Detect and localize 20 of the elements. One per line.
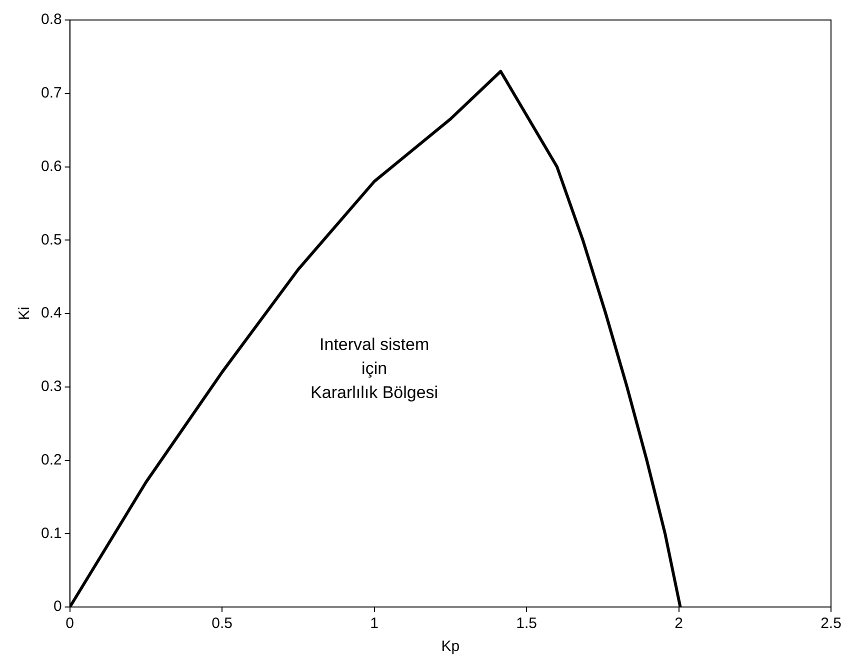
y-tick-label: 0.1 <box>40 524 62 542</box>
y-tick-label: 0.2 <box>40 451 62 468</box>
annotation: için <box>362 359 388 378</box>
x-tick-label: 1 <box>370 615 378 632</box>
y-tick-label: 0.7 <box>40 84 62 102</box>
y-tick-label: 0.4 <box>40 304 62 322</box>
x-tick-label: 2.5 <box>820 615 842 632</box>
y-tick-label: 0.8 <box>40 11 62 28</box>
x-tick-label: 0.5 <box>212 615 233 632</box>
y-tick-label: 0.6 <box>40 158 62 175</box>
x-axis-title: Kp <box>441 638 460 656</box>
annotation: Interval sistem <box>320 335 430 354</box>
y-tick-label: 0.5 <box>40 231 62 248</box>
x-tick-label: 0 <box>66 615 74 632</box>
x-tick-label: 1.5 <box>516 615 537 632</box>
y-tick-label: 0.3 <box>40 378 62 396</box>
y-axis-title: Ki <box>16 306 34 320</box>
annotation: Kararlılık Bölgesi <box>310 383 438 402</box>
y-tick-label: 0 <box>54 598 62 616</box>
x-tick-label: 2 <box>674 615 683 632</box>
